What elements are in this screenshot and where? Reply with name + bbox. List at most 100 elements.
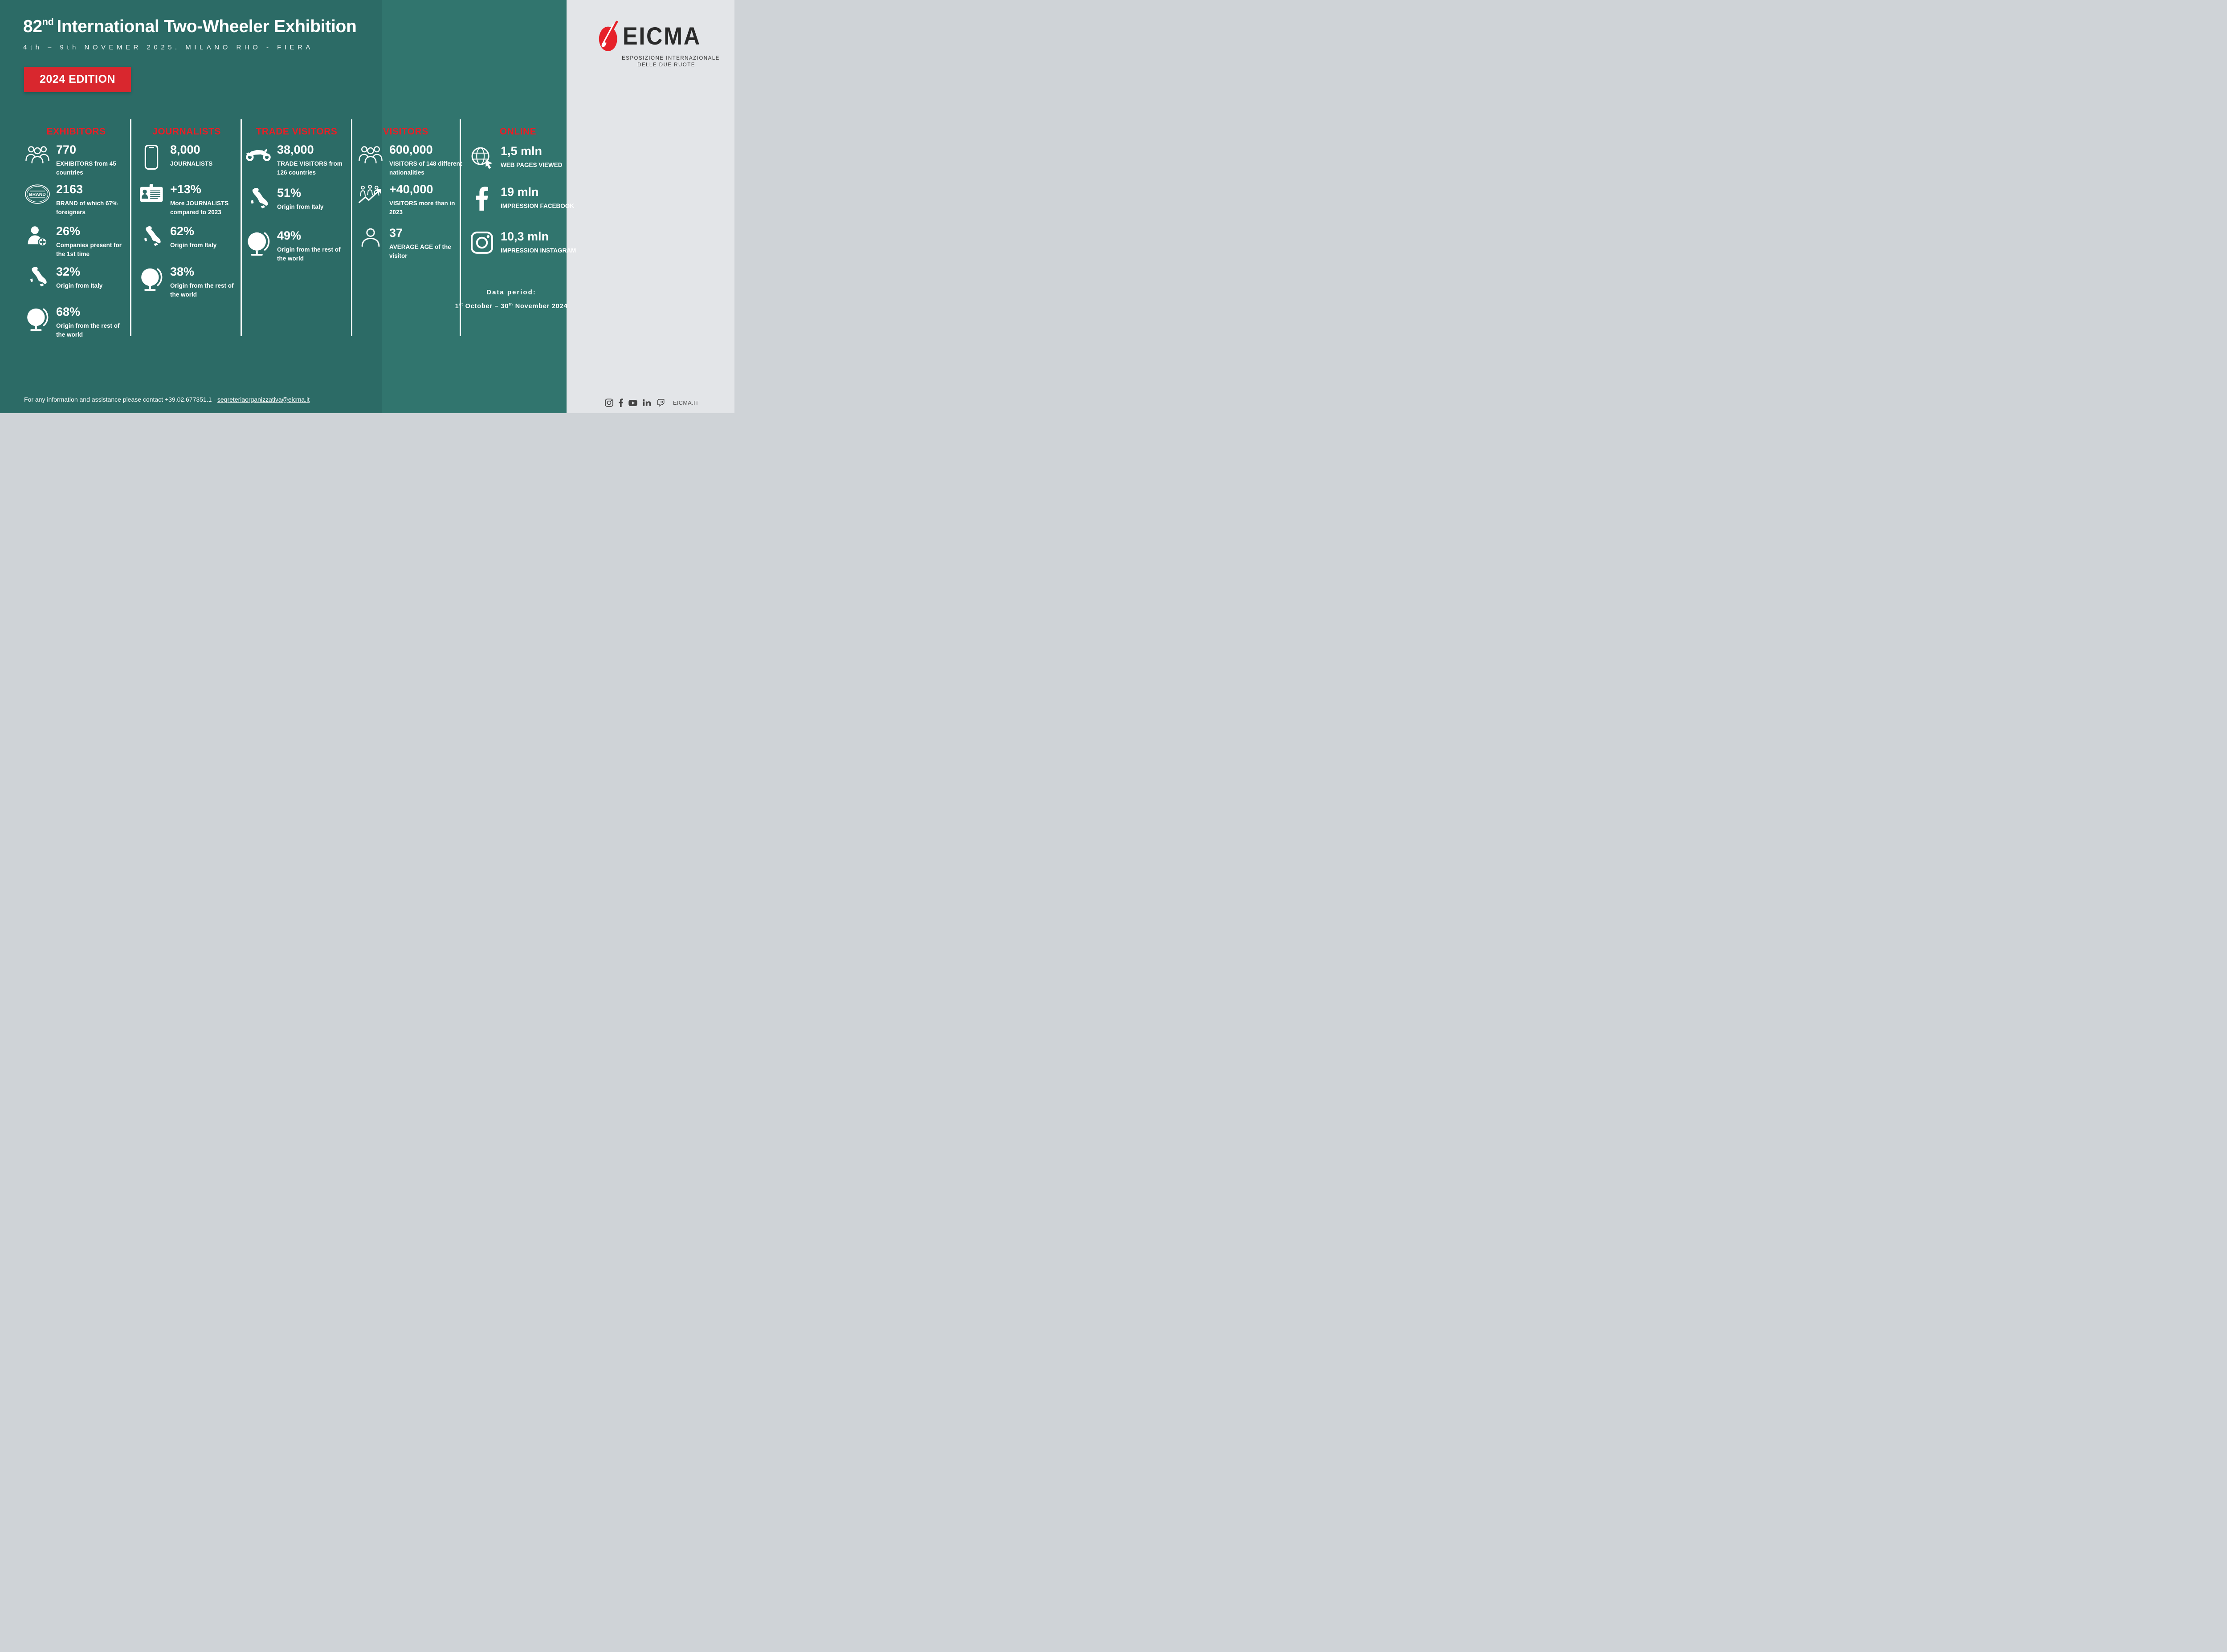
stat-value: 8,000	[170, 143, 200, 156]
page-title: 82nd International Two-Wheeler Exhibition	[23, 16, 357, 36]
stat-value: 49%	[277, 229, 302, 242]
web-globe-cursor-icon	[469, 145, 495, 170]
column-exhibitors: EXHIBITORS 770 EXHIBITORS from 45 countr…	[22, 126, 130, 362]
column-divider	[130, 119, 131, 336]
stat-visitors-total: 600,000 VISITORS of 148 different nation…	[357, 143, 469, 178]
stat-value: 2163	[56, 183, 83, 196]
youtube-icon[interactable]	[628, 399, 637, 407]
stat-label: TRADE VISITORS from 126 countries	[277, 160, 343, 176]
column-trade-visitors: TRADE VISITORS 38,000 TRADE VISITORS fro…	[243, 126, 350, 362]
press-badge-icon	[138, 183, 165, 217]
column-header: VISITORS	[383, 126, 428, 137]
stat-label: Origin from Italy	[56, 282, 103, 289]
stat-label: IMPRESSION FACEBOOK	[501, 203, 575, 210]
stat-value: 51%	[277, 186, 302, 199]
motorcycle-icon	[245, 143, 272, 178]
column-header: ONLINE	[499, 126, 537, 137]
data-period: Data period: 1st October – 30th November…	[449, 289, 574, 310]
column-online: ONLINE 1,5 mln WEB PAGES VIEWED 19 ml	[462, 126, 576, 362]
stat-label: Origin from Italy	[170, 242, 217, 249]
website-link[interactable]: EICMA.IT	[673, 399, 699, 406]
stat-value: 37	[389, 226, 403, 240]
eicma-logo-icon	[598, 20, 620, 55]
event-date-location: 4th – 9th NOVEMER 2025. MILANO RHO - FIE…	[23, 44, 314, 51]
column-journalists: JOURNALISTS 8,000 JOURNALISTS	[134, 126, 240, 362]
header-block: 82nd International Two-Wheeler Exhibition…	[23, 16, 357, 51]
stat-brands: BRAND 2163 BRAND of which 67% foreigners	[24, 183, 122, 217]
stat-label: JOURNALISTS	[170, 160, 213, 167]
person-add-icon	[24, 225, 51, 259]
data-period-range: 1st October – 30th November 2024	[455, 302, 568, 310]
stat-label: BRAND of which 67% foreigners	[56, 200, 118, 216]
stat-average-age: 37 AVERAGE AGE of the visitor	[357, 226, 469, 261]
stat-value: 68%	[56, 305, 81, 318]
stat-value: 32%	[56, 265, 81, 278]
stat-label: Companies present for the 1st time	[56, 242, 122, 258]
linkedin-icon[interactable]	[643, 399, 651, 407]
twitch-icon[interactable]	[657, 399, 665, 407]
column-header: JOURNALISTS	[152, 126, 221, 137]
column-divider	[351, 119, 352, 336]
people-group-icon	[357, 143, 384, 178]
footer-contact: For any information and assistance pleas…	[24, 396, 310, 403]
stat-label: IMPRESSION INSTAGRAM	[501, 247, 576, 254]
stat-origin-italy: 32% Origin from Italy	[24, 265, 122, 293]
facebook-icon[interactable]	[619, 399, 623, 407]
stat-exhibitors-total: 770 EXHIBITORS from 45 countries	[24, 143, 122, 178]
eicma-logo-wordmark: EICMA	[623, 22, 701, 50]
stat-journalists-total: 8,000 JOURNALISTS	[138, 143, 241, 170]
instagram-icon	[469, 230, 495, 255]
stat-value: 19 mln	[501, 185, 539, 199]
desk-globe-icon	[138, 265, 165, 300]
stat-facebook: 19 mln IMPRESSION FACEBOOK	[469, 185, 592, 211]
svg-text:BRAND: BRAND	[29, 192, 46, 197]
stat-value: 10,3 mln	[501, 230, 549, 243]
stat-value: 1,5 mln	[501, 144, 542, 158]
stat-value: 770	[56, 143, 77, 156]
stat-instagram: 10,3 mln IMPRESSION INSTAGRAM	[469, 230, 592, 255]
footer-social-bar: EICMA.IT	[605, 399, 699, 407]
stat-label: EXHIBITORS from 45 countries	[56, 160, 116, 176]
brand-badge-icon: BRAND	[24, 183, 51, 217]
stat-origin-world: 49% Origin from the rest of the world	[245, 229, 347, 264]
stat-origin-world: 68% Origin from the rest of the world	[24, 305, 122, 340]
stat-value: +13%	[170, 183, 201, 196]
infographic-slide: 82nd International Two-Wheeler Exhibition…	[0, 0, 734, 413]
column-visitors: VISITORS 600,000 VISITORS of 148 differe…	[353, 126, 462, 362]
stat-journalists-growth: +13% More JOURNALISTS compared to 2023	[138, 183, 241, 217]
italy-map-icon	[24, 265, 51, 293]
desk-globe-icon	[245, 229, 272, 264]
stat-label: Origin from the rest of the world	[56, 322, 120, 338]
stat-label: Origin from the rest of the world	[170, 282, 234, 298]
stat-label: More JOURNALISTS compared to 2023	[170, 200, 229, 216]
contact-text: For any information and assistance pleas…	[24, 396, 217, 403]
person-icon	[357, 227, 384, 261]
tagline-line1: ESPOSIZIONE INTERNAZIONALE	[622, 56, 720, 61]
facebook-icon	[469, 186, 495, 211]
stat-origin-italy: 51% Origin from Italy	[245, 186, 347, 215]
stat-label: Origin from Italy	[277, 203, 324, 211]
column-header: EXHIBITORS	[46, 126, 106, 137]
stat-label: WEB PAGES VIEWED	[501, 162, 563, 169]
column-divider	[241, 119, 242, 336]
instagram-icon[interactable]	[605, 399, 613, 407]
contact-email-link[interactable]: segreteriaorganizzativa@eicma.it	[217, 396, 310, 403]
stat-label: AVERAGE AGE of the visitor	[389, 244, 451, 260]
italy-map-icon	[138, 225, 165, 252]
column-divider	[460, 119, 461, 336]
stat-origin-world: 38% Origin from the rest of the world	[138, 265, 241, 300]
people-group-icon	[24, 143, 51, 178]
visitors-growth-icon	[357, 183, 384, 217]
italy-map-icon	[245, 187, 272, 215]
eicma-logo-tagline: ESPOSIZIONE INTERNAZIONALE DELLE DUE RUO…	[622, 55, 720, 69]
smartphone-icon	[138, 143, 165, 170]
stat-value: 26%	[56, 224, 81, 238]
stat-label: Origin from the rest of the world	[277, 246, 341, 262]
stat-visitors-growth: +40,000 VISITORS more than in 2023	[357, 183, 469, 217]
stat-web-pages: 1,5 mln WEB PAGES VIEWED	[469, 144, 592, 170]
tagline-line2: DELLE DUE RUOTE	[637, 62, 695, 68]
stat-value: 600,000	[389, 143, 433, 156]
edition-badge: 2024 EDITION	[24, 67, 131, 92]
desk-globe-icon	[24, 305, 51, 340]
stat-value: 38%	[170, 265, 195, 278]
